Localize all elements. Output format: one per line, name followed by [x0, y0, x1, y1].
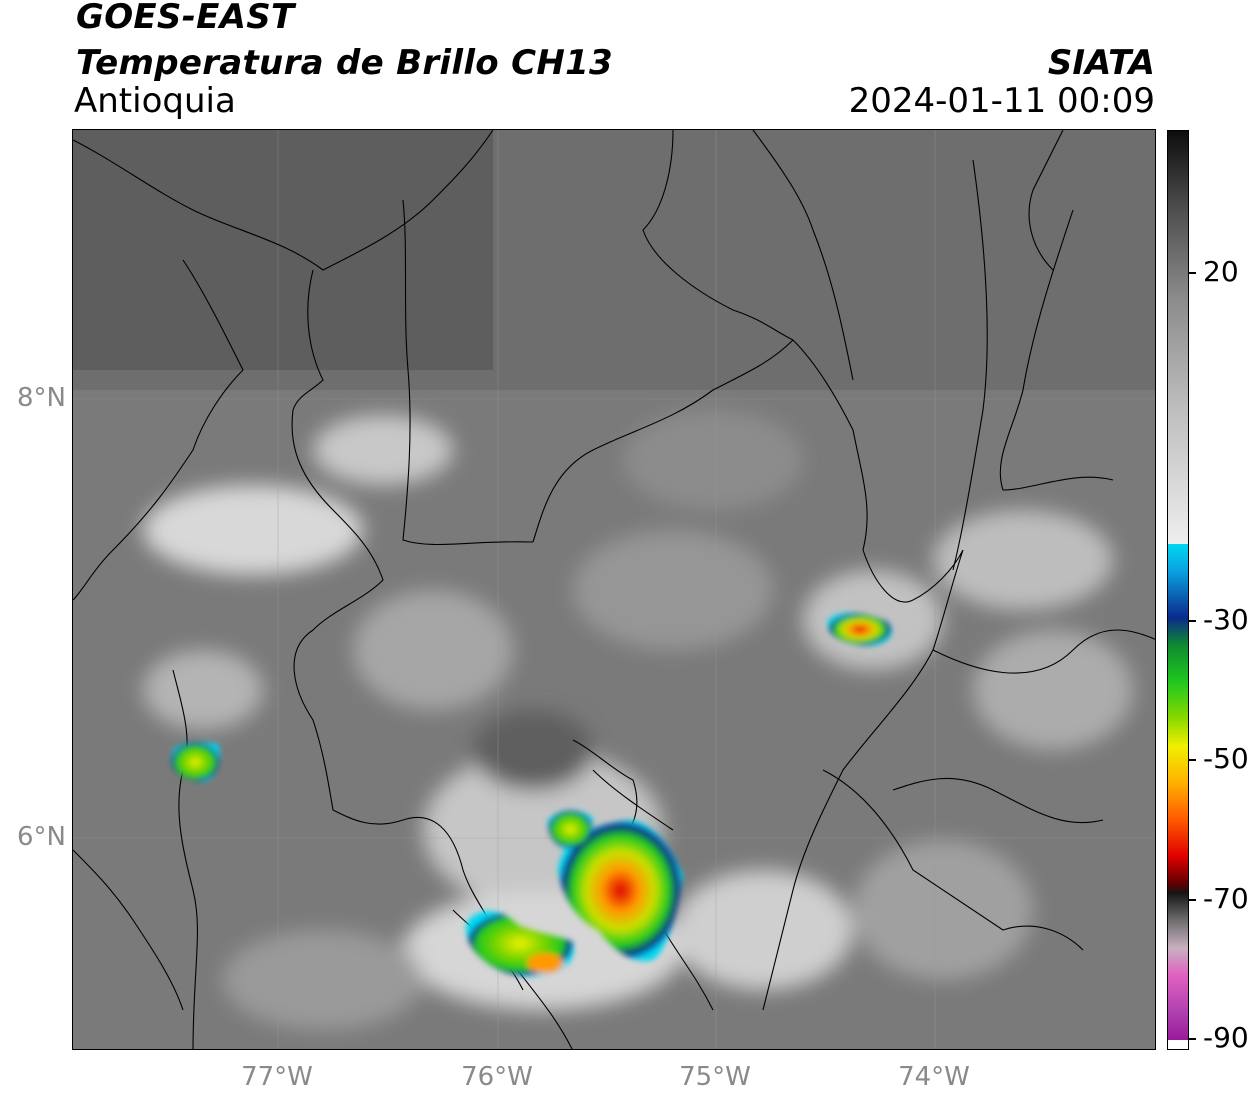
lon-label-76W: 76°W — [461, 1062, 533, 1092]
storm-cells — [171, 612, 892, 977]
lon-label-77W: 77°W — [241, 1062, 313, 1092]
map-canvas — [73, 130, 1155, 1049]
timestamp-label: 2024-01-11 00:09 — [848, 81, 1155, 121]
lat-label-6N: 6°N — [17, 822, 66, 852]
colorbar-label-neg50: -50 — [1203, 742, 1249, 775]
colorbar-label-neg90: -90 — [1203, 1021, 1249, 1054]
colorbar-tick-neg30 — [1188, 620, 1196, 622]
storm-cell-north-small — [547, 810, 593, 849]
colorbar-tick-neg50 — [1188, 759, 1196, 761]
lon-label-74W: 74°W — [898, 1062, 970, 1092]
cloud-field — [143, 410, 1133, 1030]
region-subtitle: Antioquia — [74, 81, 236, 121]
storm-cell-central — [558, 820, 683, 961]
colorbar — [1167, 130, 1189, 1050]
satellite-map[interactable] — [72, 129, 1156, 1050]
organization-label: SIATA — [1047, 43, 1155, 83]
storm-cell-core-southwest — [527, 953, 563, 973]
colorbar-label-neg70: -70 — [1203, 882, 1249, 915]
colorbar-tick-neg70 — [1188, 899, 1196, 901]
lon-label-75W: 75°W — [679, 1062, 751, 1092]
colorbar-tick-20 — [1188, 272, 1196, 274]
colorbar-tick-neg90 — [1188, 1038, 1196, 1040]
storm-cell-northeast — [828, 612, 892, 646]
satellite-title: GOES-EAST — [76, 0, 295, 37]
colorbar-label-20: 20 — [1203, 255, 1239, 288]
colorbar-label-neg30: -30 — [1203, 603, 1249, 636]
product-title: Temperatura de Brillo CH13 — [76, 43, 614, 83]
storm-cell-west — [171, 742, 220, 782]
lat-label-8N: 8°N — [17, 383, 66, 413]
